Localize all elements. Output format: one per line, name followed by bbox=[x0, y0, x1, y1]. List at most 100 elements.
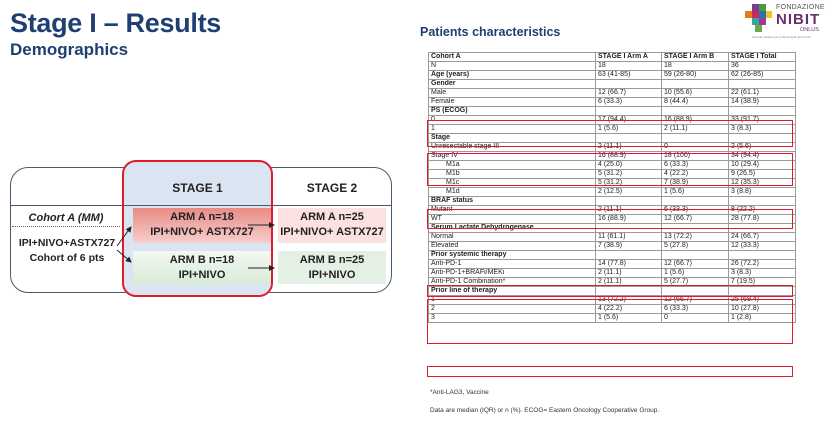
value-cell: 1 (5.6) bbox=[661, 268, 729, 278]
stage2-arm-b-title: ARM B n=25 bbox=[299, 254, 365, 266]
cohort-size: Cohort of 6 pts bbox=[29, 252, 105, 264]
patients-table-wrapper: Cohort A STAGE I Arm A STAGE I Arm B STA… bbox=[428, 52, 796, 323]
value-cell: 3 (8.8) bbox=[728, 187, 796, 197]
value-cell: 1 (2.8) bbox=[728, 313, 796, 323]
row-label-cell: BRAF status bbox=[428, 196, 596, 206]
design-header-divider bbox=[10, 205, 392, 207]
value-cell: 12 (33.3) bbox=[728, 241, 796, 251]
row-label-cell: Female bbox=[428, 97, 596, 107]
value-cell bbox=[595, 106, 662, 116]
column-header: STAGE I Arm B bbox=[661, 52, 729, 62]
table-row: Anti-PD-1+BRAFi/MEKi 2 (11.1) 1 (5.6) 3 (8.… bbox=[428, 268, 796, 278]
logo-foundation-text: FONDAZIONE bbox=[776, 4, 825, 11]
row-label-cell: Age (years) bbox=[428, 70, 596, 80]
table-row: Normal 11 (61.1) 13 (72.2) 24 (66.7) bbox=[428, 232, 796, 242]
value-cell bbox=[728, 196, 796, 206]
patients-table-body: N 18 18 36 Age (years) 63 (41-85) 59 (26-80) 62… bbox=[428, 61, 796, 323]
slide-title: Stage I – Results bbox=[10, 8, 221, 38]
value-cell: 36 bbox=[728, 61, 796, 71]
value-cell bbox=[661, 106, 729, 116]
table-row: M1d 2 (12.5) 1 (5.6) 3 (8.8) bbox=[428, 187, 796, 197]
row-label-cell: M1d bbox=[428, 187, 596, 197]
stage2-arm-b: ARM B n=25 IPI+NIVO bbox=[278, 251, 386, 284]
stage2-arm-a-regimen: IPI+NIVO+ ASTX727 bbox=[280, 226, 384, 238]
value-cell bbox=[728, 106, 796, 116]
footnote-anti-lag3: *Anti-LAG3, Vaccine bbox=[430, 389, 489, 396]
table-row: Gender bbox=[428, 79, 796, 89]
highlight-m1c-m1d bbox=[427, 209, 793, 229]
row-label-cell: Anti-PD-1 bbox=[428, 259, 596, 269]
highlight-stage bbox=[427, 153, 793, 186]
table-row: Age (years) 63 (41-85) 59 (26-80) 62 (26-85… bbox=[428, 70, 796, 80]
value-cell: 13 (72.2) bbox=[661, 232, 729, 242]
row-label-cell: Prior systemic therapy bbox=[428, 250, 596, 260]
value-cell: 18 bbox=[595, 61, 662, 71]
row-label-cell: N bbox=[428, 61, 596, 71]
value-cell bbox=[661, 250, 729, 260]
row-label-cell: Anti-PD-1+BRAFi/MEKi bbox=[428, 268, 596, 278]
stage1-arm-a-regimen: IPI+NIVO+ ASTX727 bbox=[150, 226, 254, 238]
value-cell: 10 (55.6) bbox=[661, 88, 729, 98]
stage1-arm-b-title: ARM B n=18 bbox=[169, 254, 235, 266]
logo-tagline-text: Network Italiano per la Bioterapia dei T… bbox=[752, 35, 812, 39]
patients-table: Cohort A STAGE I Arm A STAGE I Arm B STA… bbox=[428, 52, 796, 323]
logo-name-text: NIBIT bbox=[776, 11, 821, 28]
cohort-description: IPI+NIVO+ASTX727 Cohort of 6 pts bbox=[12, 236, 122, 266]
stage1-arm-a-title: ARM A n=18 bbox=[170, 211, 234, 223]
logo-onlus-text: ONLUS bbox=[800, 27, 819, 33]
table-row: PS (ECOG) bbox=[428, 106, 796, 116]
table-row: Elevated 7 (38.9) 5 (27.8) 12 (33.3) bbox=[428, 241, 796, 251]
stage1-highlight-frame bbox=[122, 160, 273, 297]
value-cell bbox=[728, 79, 796, 89]
value-cell: 7 (38.9) bbox=[595, 241, 662, 251]
value-cell: 12 (66.7) bbox=[661, 259, 729, 269]
table-row: Anti-PD-1 14 (77.8) 12 (66.7) 26 (72.2) bbox=[428, 259, 796, 269]
value-cell: 63 (41-85) bbox=[595, 70, 662, 80]
stage2-arm-a: ARM A n=25 IPI+NIVO+ ASTX727 bbox=[278, 208, 386, 243]
patients-characteristics-title: Patients characteristics bbox=[420, 25, 561, 39]
value-cell bbox=[661, 196, 729, 206]
row-label-cell: Male bbox=[428, 88, 596, 98]
column-header: Cohort A bbox=[428, 52, 596, 62]
value-cell: 6 (33.3) bbox=[595, 97, 662, 107]
cohort-regimen: IPI+NIVO+ASTX727 bbox=[18, 237, 116, 249]
highlight-prior-line-2 bbox=[427, 366, 793, 377]
slide-subtitle: Demographics bbox=[10, 40, 129, 59]
table-row: Female 6 (33.3) 8 (44.4) 14 (38.9) bbox=[428, 97, 796, 107]
value-cell bbox=[728, 250, 796, 260]
value-cell: 3 (8.3) bbox=[728, 268, 796, 278]
value-cell: 2 (12.5) bbox=[595, 187, 662, 197]
value-cell: 26 (72.2) bbox=[728, 259, 796, 269]
footnote-data-legend: Data are median (IQR) or n (%). ECOG= Ea… bbox=[430, 407, 660, 414]
value-cell bbox=[661, 79, 729, 89]
highlight-ps-ecog bbox=[427, 120, 793, 147]
value-cell bbox=[595, 79, 662, 89]
row-label-cell: Normal bbox=[428, 232, 596, 242]
column-header: STAGE I Arm A bbox=[595, 52, 662, 62]
highlight-prior-systemic bbox=[427, 299, 793, 344]
table-row: N 18 18 36 bbox=[428, 61, 796, 71]
stage2-header: STAGE 2 bbox=[306, 181, 358, 195]
value-cell bbox=[595, 196, 662, 206]
table-header-row: Cohort A STAGE I Arm A STAGE I Arm B STA… bbox=[428, 52, 796, 62]
stage2-arm-b-regimen: IPI+NIVO bbox=[308, 269, 356, 281]
stage1-arm-a: ARM A n=18 IPI+NIVO+ ASTX727 bbox=[133, 208, 271, 243]
nibit-logo: FONDAZIONE NIBIT ONLUS Network Italiano … bbox=[742, 2, 825, 40]
value-cell: 24 (66.7) bbox=[728, 232, 796, 242]
stage1-arm-b-regimen: IPI+NIVO bbox=[178, 269, 226, 281]
value-cell: 1 (5.6) bbox=[661, 187, 729, 197]
value-cell bbox=[595, 250, 662, 260]
row-label-cell: Elevated bbox=[428, 241, 596, 251]
value-cell: 8 (44.4) bbox=[661, 97, 729, 107]
puzzle-cubes-icon bbox=[745, 4, 772, 32]
value-cell: 62 (26-85) bbox=[728, 70, 796, 80]
table-row: Male 12 (66.7) 10 (55.6) 22 (61.1) bbox=[428, 88, 796, 98]
value-cell: 5 (27.8) bbox=[661, 241, 729, 251]
value-cell: 59 (26-80) bbox=[661, 70, 729, 80]
table-row: M1a 4 (25.0) 6 (33.3) 10 (29.4) bbox=[428, 160, 796, 170]
table-row: Prior systemic therapy bbox=[428, 250, 796, 260]
stage1-header: STAGE 1 bbox=[172, 181, 223, 195]
value-cell: 11 (61.1) bbox=[595, 232, 662, 242]
value-cell: 14 (38.9) bbox=[728, 97, 796, 107]
